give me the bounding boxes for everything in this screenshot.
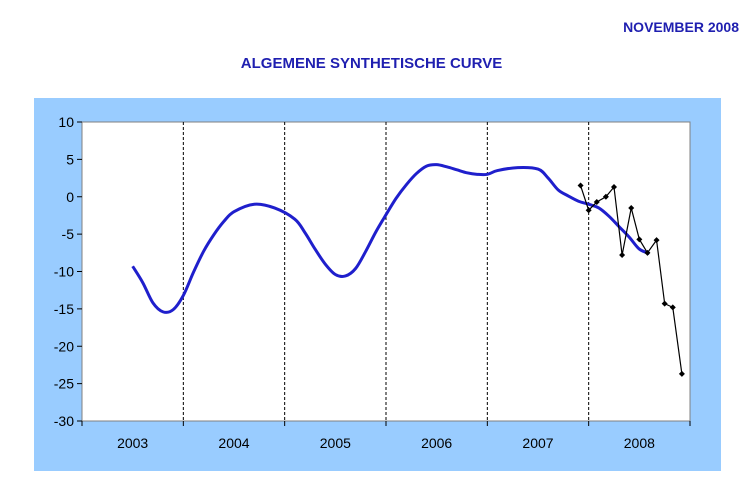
y-tick-label: 5: [66, 151, 74, 167]
monthly-data-point: [628, 204, 635, 211]
monthly-data-point: [602, 193, 609, 200]
monthly-data-point: [593, 198, 600, 205]
x-category-label: 2005: [320, 435, 351, 451]
monthly-data-point: [636, 236, 643, 243]
y-tick-label: -30: [54, 413, 74, 429]
x-category-label: 2008: [624, 435, 655, 451]
monthly-data-point: [653, 237, 660, 244]
y-tick-label: -10: [54, 264, 74, 280]
chart-title: ALGEMENE SYNTHETISCHE CURVE: [240, 55, 503, 72]
y-tick-label: 10: [58, 114, 74, 130]
report-date: NOVEMBER 2008: [623, 19, 739, 35]
monthly-data-point: [669, 304, 676, 311]
chart-frame: 10 5 0 -5 -10 -15 -20 -25 -30 2003 2004 2005 2006 200…: [34, 98, 721, 471]
y-tick-label: -25: [54, 376, 74, 392]
x-category-label: 2004: [218, 435, 249, 451]
monthly-data-point: [585, 207, 592, 214]
y-tick-label: 0: [66, 189, 74, 205]
synthetic-curve-line: [131, 163, 651, 314]
monthly-data-point: [577, 182, 584, 189]
y-tick-label: -5: [62, 226, 75, 242]
monthly-data-point: [678, 370, 685, 377]
monthly-data-point: [661, 300, 668, 307]
x-category-label: 2007: [522, 435, 553, 451]
chart-svg: 10 5 0 -5 -10 -15 -20 -25 -30 2003 2004 2005 2006 200…: [54, 114, 691, 451]
monthly-data-point: [619, 252, 626, 259]
y-tick-label: -15: [54, 301, 74, 317]
x-category-label: 2003: [117, 435, 148, 451]
monthly-data-point: [611, 184, 617, 191]
plot-area: [81, 121, 691, 422]
y-tick-label: -20: [54, 338, 74, 354]
monthly-data-point: [644, 249, 651, 256]
x-category-label: 2006: [421, 435, 452, 451]
